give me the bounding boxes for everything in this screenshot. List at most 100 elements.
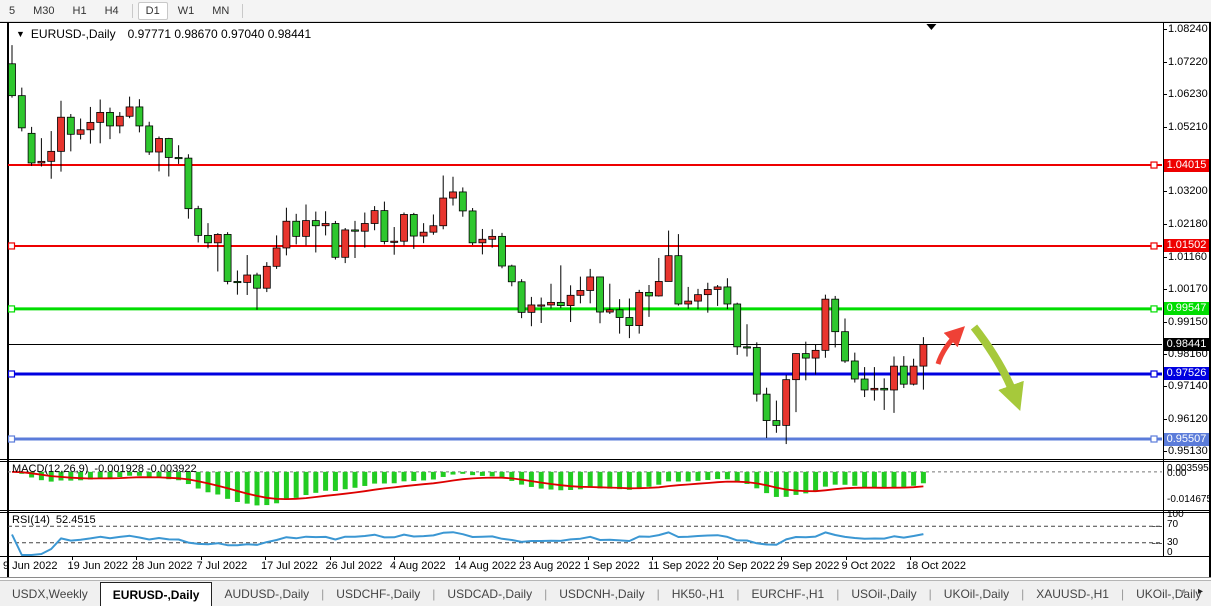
rsi-axis-label: 30 bbox=[1167, 537, 1179, 548]
panel-separator bbox=[0, 461, 1211, 462]
level-handle-icon[interactable] bbox=[1150, 161, 1158, 169]
y-tick-mark bbox=[1163, 353, 1167, 355]
price-level-label: 0.98441 bbox=[1164, 338, 1209, 352]
y-tick-label: 0.99150 bbox=[1168, 315, 1208, 328]
toolbar-separator bbox=[131, 3, 133, 18]
tab-scroll-right-icon[interactable]: ▸ bbox=[1198, 586, 1204, 597]
level-handle-icon[interactable] bbox=[1150, 370, 1158, 378]
price-level-label: 1.01502 bbox=[1164, 239, 1209, 253]
level-handle-icon[interactable] bbox=[8, 242, 16, 250]
y-tick-label: 0.97140 bbox=[1168, 380, 1208, 393]
x-tick-mark bbox=[7, 557, 8, 560]
chart-title: ▼ EURUSD-,Daily 0.97771 0.98670 0.97040 … bbox=[16, 27, 311, 41]
level-handle-icon[interactable] bbox=[1150, 305, 1158, 313]
y-tick-mark bbox=[1163, 93, 1167, 95]
level-handle-icon[interactable] bbox=[1150, 242, 1158, 250]
macd-axis-max: 0.003595 bbox=[1167, 463, 1209, 474]
tab-separator: | bbox=[432, 587, 436, 601]
tab-item-audusd-daily[interactable]: AUDUSD-,Daily bbox=[224, 587, 310, 601]
rsi-indicator-panel[interactable] bbox=[8, 513, 1162, 556]
y-tick-label: 1.00170 bbox=[1168, 282, 1208, 295]
date-axis-label: 18 Oct 2022 bbox=[906, 560, 966, 572]
y-tick-label: 1.02180 bbox=[1168, 218, 1208, 231]
x-tick-mark bbox=[845, 557, 847, 560]
tab-item-hk50-h1[interactable]: HK50-,H1 bbox=[671, 587, 725, 601]
rsi-level-dash bbox=[1152, 542, 1162, 544]
date-axis-label: 1 Sep 2022 bbox=[583, 560, 640, 572]
timeframe-button-w1[interactable]: W1 bbox=[177, 4, 195, 17]
y-tick-mark bbox=[1163, 29, 1167, 30]
level-handle-icon[interactable] bbox=[1150, 435, 1158, 443]
down-trend-arrow[interactable] bbox=[970, 324, 1024, 411]
tab-separator: | bbox=[544, 587, 548, 601]
macd-indicator-panel[interactable] bbox=[8, 462, 1162, 510]
toolbar-separator bbox=[242, 3, 244, 18]
level-handle-icon[interactable] bbox=[8, 370, 16, 378]
date-axis-label: 28 Jun 2022 bbox=[132, 560, 193, 572]
rsi-label: RSI(14) 52.4515 bbox=[12, 514, 96, 526]
chart-window-right-border bbox=[1209, 22, 1211, 578]
date-axis-label: 11 Sep 2022 bbox=[648, 560, 710, 572]
tab-item-usdcad-daily[interactable]: USDCAD-,Daily bbox=[447, 587, 533, 601]
tab-scroll-left-icon[interactable]: ◂ bbox=[1180, 586, 1186, 597]
y-tick-label: 1.07220 bbox=[1168, 55, 1208, 68]
tab-separator: | bbox=[321, 587, 325, 601]
x-tick-mark bbox=[587, 557, 589, 560]
tab-item-usdx-weekly[interactable]: USDX,Weekly bbox=[12, 587, 88, 601]
date-axis-label: 26 Jul 2022 bbox=[325, 560, 383, 572]
date-axis-label: 19 Jun 2022 bbox=[67, 560, 129, 572]
x-tick-mark bbox=[458, 557, 460, 560]
panel-separator bbox=[0, 459, 1211, 460]
tab-item-usoil-daily[interactable]: USOil-,Daily bbox=[851, 587, 917, 601]
timeframe-button-mn[interactable]: MN bbox=[212, 4, 230, 17]
rsi-current-value: 52.4515 bbox=[55, 514, 96, 526]
date-axis-label: 9 Jun 2022 bbox=[3, 560, 58, 572]
tab-item-ukoil-daily[interactable]: UKOil-,Daily bbox=[943, 587, 1010, 601]
level-handle-icon[interactable] bbox=[8, 435, 16, 443]
price-level-label: 0.95507 bbox=[1164, 432, 1209, 446]
x-tick-mark bbox=[781, 557, 782, 560]
y-tick-label: 1.03200 bbox=[1168, 185, 1208, 198]
x-tick-mark bbox=[910, 557, 911, 560]
tab-separator: | bbox=[1120, 587, 1125, 601]
x-tick-mark bbox=[265, 557, 266, 560]
up-trend-arrow[interactable] bbox=[935, 326, 966, 365]
chart-window-top-border bbox=[0, 22, 1211, 23]
y-tick-mark bbox=[1163, 256, 1167, 258]
chart-dropdown-icon[interactable]: ▼ bbox=[16, 29, 25, 39]
candlestick-chart[interactable] bbox=[8, 23, 1162, 459]
y-tick-mark bbox=[1163, 61, 1167, 63]
tab-separator: | bbox=[736, 587, 740, 601]
y-tick-label: 0.96120 bbox=[1168, 413, 1208, 426]
tab-item-ukoil-daily[interactable]: UKOil-,Daily bbox=[1136, 587, 1202, 601]
timeframe-button-h4[interactable]: H4 bbox=[104, 4, 119, 17]
panel-separator bbox=[0, 512, 1211, 513]
price-level-label: 0.97526 bbox=[1164, 367, 1209, 381]
tab-item-eurchf-h1[interactable]: EURCHF-,H1 bbox=[751, 587, 825, 601]
timeframe-button-d1[interactable]: D1 bbox=[137, 1, 168, 20]
x-tick-mark bbox=[394, 557, 395, 560]
tab-item-usdchf-daily[interactable]: USDCHF-,Daily bbox=[336, 587, 421, 601]
y-tick-mark bbox=[1163, 451, 1167, 453]
tab-item-xauusd-h1[interactable]: XAUUSD-,H1 bbox=[1036, 587, 1109, 601]
panel-separator bbox=[0, 556, 1211, 557]
timeframe-button-5[interactable]: 5 bbox=[9, 4, 16, 17]
date-axis-label: 9 Oct 2022 bbox=[841, 560, 896, 572]
date-axis-label: 17 Jul 2022 bbox=[261, 560, 318, 572]
chart-window-bottom-border bbox=[0, 577, 1211, 578]
timeframe-button-m30[interactable]: M30 bbox=[33, 4, 55, 17]
tab-item-eurusd-daily[interactable]: EURUSD-,Daily bbox=[99, 582, 213, 606]
y-tick-mark bbox=[1163, 321, 1167, 323]
y-tick-label: 1.01160 bbox=[1168, 250, 1207, 263]
rsi-axis-label: 100 bbox=[1167, 509, 1184, 520]
y-tick-mark bbox=[1163, 288, 1167, 290]
date-axis-label: 4 Aug 2022 bbox=[390, 560, 446, 572]
timeframe-button-h1[interactable]: H1 bbox=[72, 4, 87, 17]
panel-separator bbox=[0, 510, 1211, 511]
price-axis-border bbox=[1163, 23, 1164, 557]
tab-separator: | bbox=[1021, 587, 1025, 601]
tab-item-usdcnh-daily[interactable]: USDCNH-,Daily bbox=[559, 587, 645, 601]
tab-separator: | bbox=[656, 587, 660, 601]
level-handle-icon[interactable] bbox=[8, 305, 16, 313]
